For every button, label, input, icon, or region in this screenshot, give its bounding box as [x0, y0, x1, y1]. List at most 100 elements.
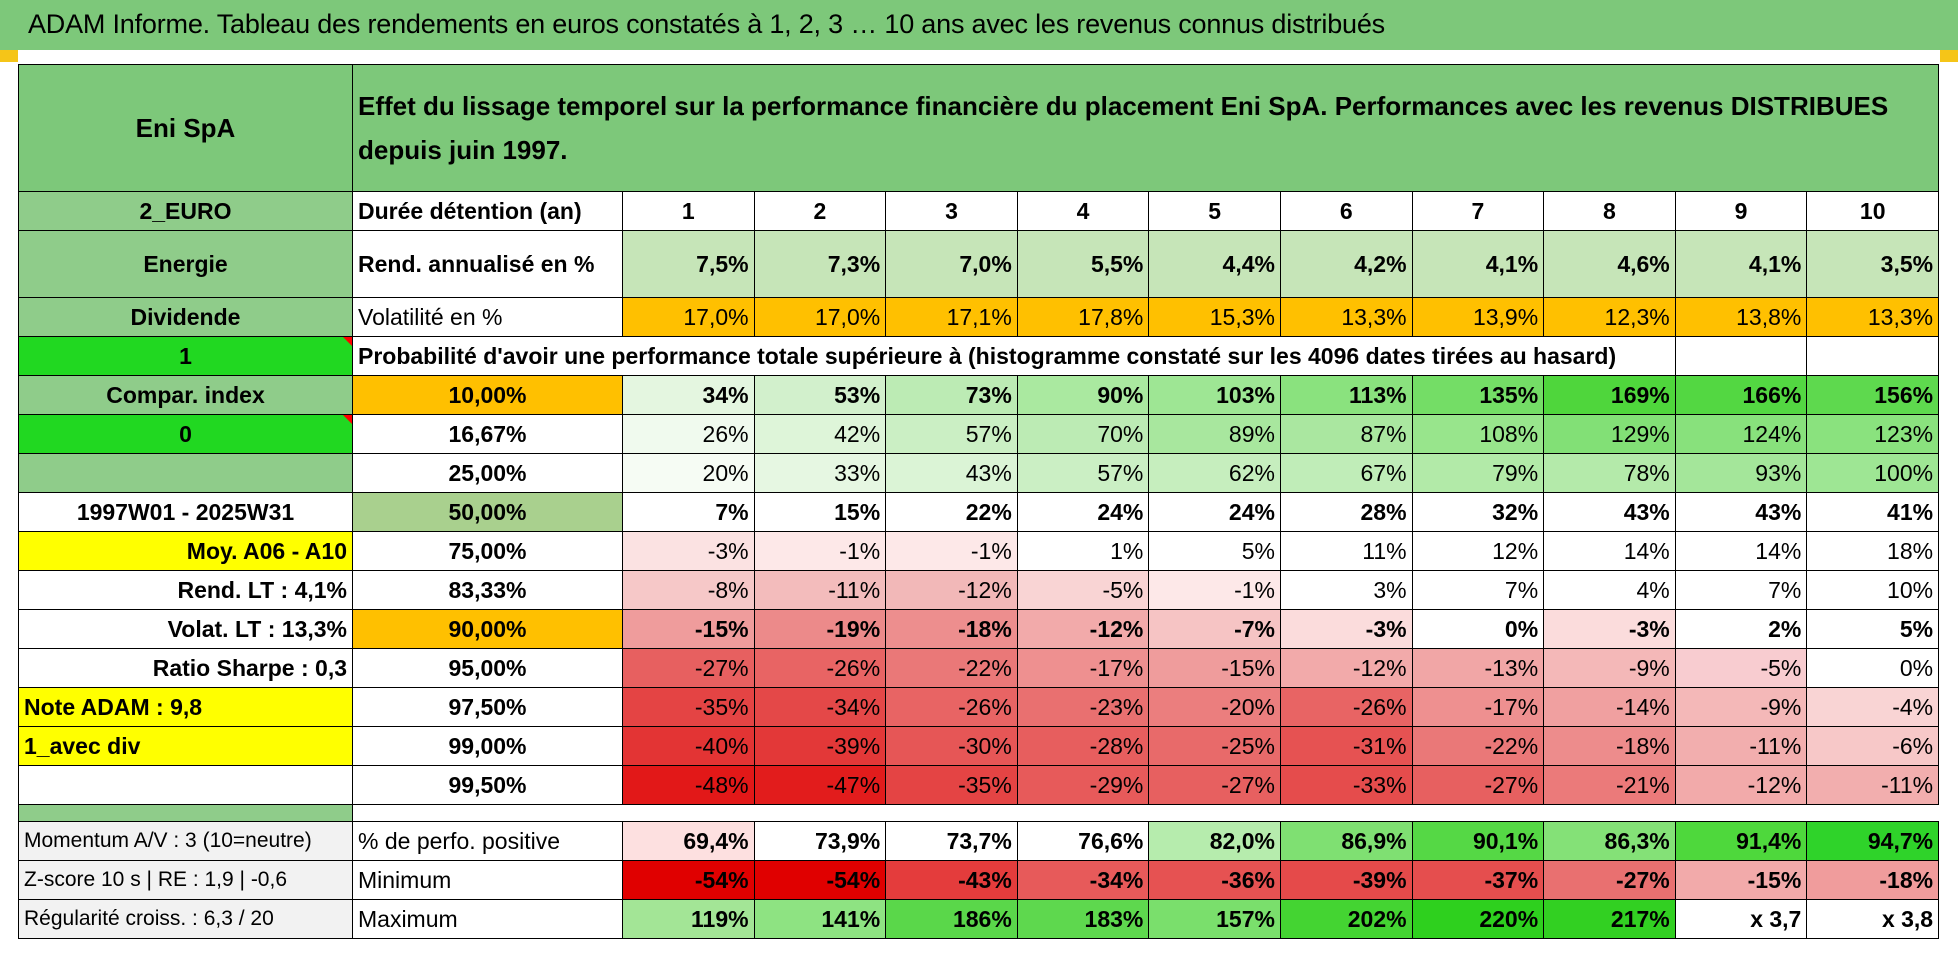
quantile-value[interactable]: -5%	[1016, 570, 1150, 610]
quantile-value[interactable]: -40%	[622, 726, 755, 766]
quantile-value[interactable]: 67%	[1279, 453, 1413, 493]
pos-value[interactable]: 73,7%	[885, 821, 1018, 861]
quantile-value[interactable]: 22%	[885, 492, 1018, 532]
vol-value[interactable]: 13,3%	[1279, 297, 1413, 337]
min-label[interactable]: Minimum	[352, 860, 623, 900]
quantile-label[interactable]: 75,00%	[352, 531, 623, 571]
vol-value[interactable]: 12,3%	[1543, 297, 1676, 337]
separator-blank[interactable]	[351, 804, 1939, 822]
quantile-value[interactable]: -18%	[1543, 726, 1676, 766]
quantile-value[interactable]: -3%	[1543, 609, 1676, 649]
quantile-value[interactable]: -1%	[1148, 570, 1281, 610]
quantile-value[interactable]: 70%	[1016, 414, 1150, 454]
quantile-value[interactable]: -1%	[753, 531, 887, 571]
quantile-label[interactable]: 10,00%	[352, 375, 623, 415]
pos-value[interactable]: 90,1%	[1411, 821, 1545, 861]
quantile-value[interactable]: 20%	[622, 453, 755, 493]
compar-index-cell[interactable]: Compar. index	[18, 375, 353, 415]
quantile-value[interactable]: -26%	[885, 687, 1018, 727]
rend-value[interactable]: 7,3%	[753, 230, 887, 298]
flag-one-cell[interactable]: 1	[18, 336, 353, 376]
quantile-value[interactable]: 43%	[1674, 492, 1808, 532]
quantile-value[interactable]: -8%	[622, 570, 755, 610]
duration-label[interactable]: Durée détention (an)	[352, 191, 623, 231]
vol-value[interactable]: 17,1%	[885, 297, 1018, 337]
min-value[interactable]: -39%	[1279, 860, 1413, 900]
pos-value[interactable]: 76,6%	[1016, 821, 1150, 861]
quantile-label[interactable]: 50,00%	[352, 492, 623, 532]
quantile-value[interactable]: 113%	[1279, 375, 1413, 415]
quantile-value[interactable]: -25%	[1148, 726, 1281, 766]
rend-value[interactable]: 4,4%	[1148, 230, 1281, 298]
quantile-label[interactable]: 83,33%	[352, 570, 623, 610]
quantile-label[interactable]: 99,00%	[352, 726, 623, 766]
quantile-value[interactable]: 156%	[1806, 375, 1940, 415]
pos-value[interactable]: 91,4%	[1674, 821, 1808, 861]
quantile-value[interactable]: -1%	[885, 531, 1018, 571]
year-header[interactable]: 1	[622, 191, 755, 231]
quantile-value[interactable]: -19%	[753, 609, 887, 649]
quantile-value[interactable]: -7%	[1148, 609, 1281, 649]
vol-value[interactable]: 17,0%	[753, 297, 887, 337]
rend-value[interactable]: 4,2%	[1279, 230, 1413, 298]
quantile-value[interactable]: -39%	[753, 726, 887, 766]
quantile-value[interactable]: -20%	[1148, 687, 1281, 727]
year-header[interactable]: 5	[1148, 191, 1281, 231]
quantile-value[interactable]: 90%	[1016, 375, 1150, 415]
moy-cell[interactable]: Moy. A06 - A10	[18, 531, 353, 571]
max-value[interactable]: 202%	[1279, 899, 1413, 939]
quantile-value[interactable]: 169%	[1543, 375, 1676, 415]
quantile-value[interactable]: 103%	[1148, 375, 1281, 415]
quantile-value[interactable]: 7%	[1411, 570, 1545, 610]
quantile-value[interactable]: 14%	[1674, 531, 1808, 571]
pos-value[interactable]: 86,3%	[1543, 821, 1676, 861]
empty-cell[interactable]	[1674, 336, 1808, 376]
quantile-value[interactable]: 26%	[622, 414, 755, 454]
quantile-value[interactable]: -35%	[885, 765, 1018, 805]
quantile-value[interactable]: 1%	[1016, 531, 1150, 571]
quantile-value[interactable]: 33%	[753, 453, 887, 493]
prob-title[interactable]: Probabilité d'avoir une performance tota…	[352, 336, 1676, 376]
quantile-label[interactable]: 16,67%	[352, 414, 623, 454]
currency-cell[interactable]: 2_EURO	[18, 191, 353, 231]
max-value[interactable]: x 3,8	[1806, 899, 1940, 939]
period-cell[interactable]: 1997W01 - 2025W31	[18, 492, 353, 532]
min-value[interactable]: -34%	[1016, 860, 1150, 900]
quantile-value[interactable]: -11%	[1674, 726, 1808, 766]
vol-value[interactable]: 13,8%	[1674, 297, 1808, 337]
year-header[interactable]: 8	[1543, 191, 1676, 231]
quantile-value[interactable]: -9%	[1543, 648, 1676, 688]
min-value[interactable]: -15%	[1674, 860, 1808, 900]
max-value[interactable]: 217%	[1543, 899, 1676, 939]
vol-value[interactable]: 13,3%	[1806, 297, 1940, 337]
vol-value[interactable]: 13,9%	[1411, 297, 1545, 337]
quantile-value[interactable]: -12%	[1279, 648, 1413, 688]
quantile-value[interactable]: 7%	[1674, 570, 1808, 610]
quantile-value[interactable]: -13%	[1411, 648, 1545, 688]
pos-value[interactable]: 82,0%	[1148, 821, 1281, 861]
rend-value[interactable]: 4,6%	[1543, 230, 1676, 298]
quantile-value[interactable]: 108%	[1411, 414, 1545, 454]
year-header[interactable]: 10	[1806, 191, 1940, 231]
rend-value[interactable]: 3,5%	[1806, 230, 1940, 298]
quantile-value[interactable]: -15%	[1148, 648, 1281, 688]
quantile-value[interactable]: -30%	[885, 726, 1018, 766]
quantile-value[interactable]: -14%	[1543, 687, 1676, 727]
quantile-value[interactable]: -12%	[1674, 765, 1808, 805]
quantile-value[interactable]: 78%	[1543, 453, 1676, 493]
momentum-cell[interactable]: Momentum A/V : 3 (10=neutre)	[18, 821, 353, 861]
max-label[interactable]: Maximum	[352, 899, 623, 939]
quantile-value[interactable]: 42%	[753, 414, 887, 454]
note-adam-cell[interactable]: Note ADAM : 9,8	[18, 687, 353, 727]
empty-green-cell[interactable]	[18, 453, 353, 493]
quantile-value[interactable]: -34%	[753, 687, 887, 727]
quantile-value[interactable]: 7%	[622, 492, 755, 532]
max-value[interactable]: 141%	[753, 899, 887, 939]
quantile-value[interactable]: -6%	[1806, 726, 1940, 766]
quantile-value[interactable]: -21%	[1543, 765, 1676, 805]
quantile-value[interactable]: 10%	[1806, 570, 1940, 610]
mode-cell[interactable]: 1_avec div	[18, 726, 353, 766]
rend-value[interactable]: 5,5%	[1016, 230, 1150, 298]
quantile-value[interactable]: -31%	[1279, 726, 1413, 766]
quantile-value[interactable]: -11%	[753, 570, 887, 610]
